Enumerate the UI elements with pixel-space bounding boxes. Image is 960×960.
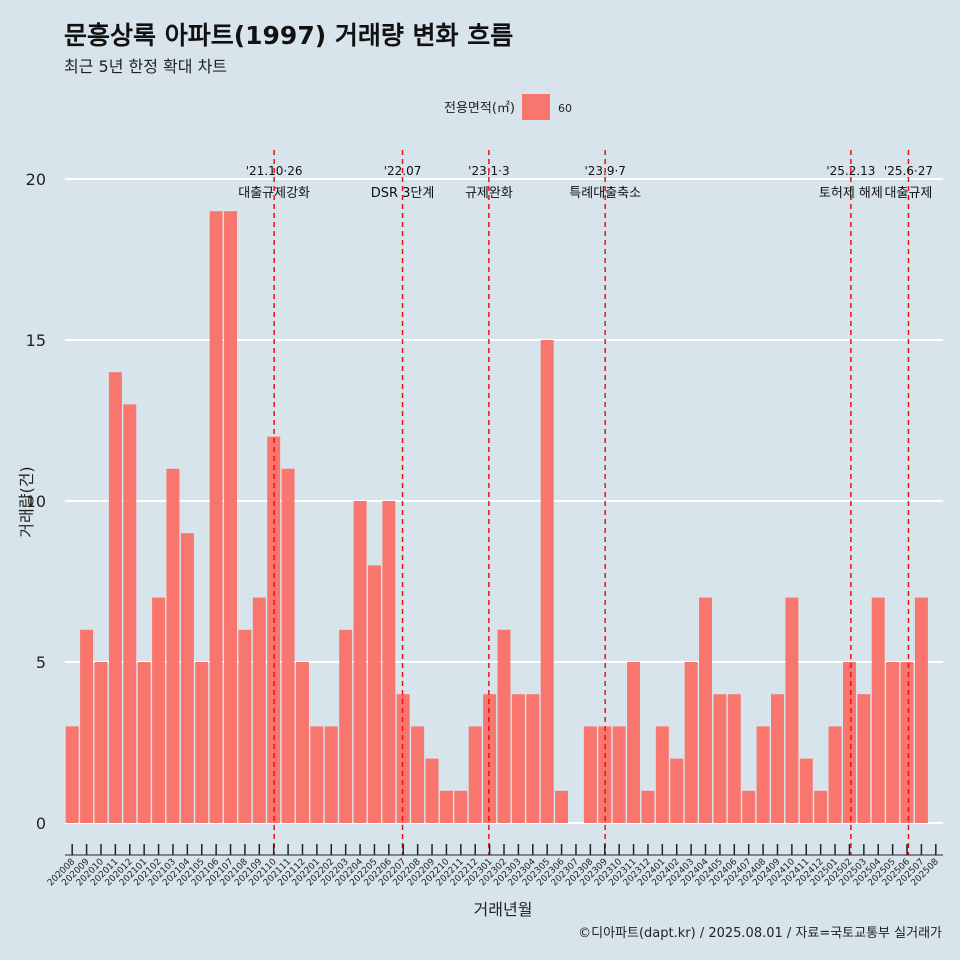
bar — [425, 758, 439, 823]
event-date-label: '23.1·3 — [468, 164, 509, 178]
bar — [857, 694, 871, 823]
bar — [353, 501, 367, 823]
y-tick-label: 5 — [36, 653, 46, 672]
bar — [137, 662, 151, 823]
bar — [727, 694, 741, 823]
bar — [310, 726, 324, 823]
bar — [324, 726, 338, 823]
bar — [785, 597, 799, 823]
bar — [411, 726, 425, 823]
y-tick-label: 10 — [26, 492, 46, 511]
event-date-label: '25.6·27 — [884, 164, 933, 178]
bar — [713, 694, 727, 823]
event-name-label: 대출규제 — [885, 186, 933, 201]
bar — [655, 726, 669, 823]
bar — [770, 694, 784, 823]
legend-swatch — [522, 94, 550, 120]
y-tick-label: 20 — [26, 170, 46, 189]
bar — [238, 629, 252, 823]
chart-title: 문흥상록 아파트(1997) 거래량 변화 흐름 — [64, 21, 514, 50]
event-name-label: 대출규제강화 — [238, 186, 310, 201]
bar — [80, 629, 94, 823]
bar — [497, 629, 511, 823]
bar — [511, 694, 525, 823]
event-date-label: '22.07 — [384, 164, 422, 178]
bar — [842, 662, 856, 823]
bar — [281, 468, 295, 823]
bar — [583, 726, 597, 823]
bar — [65, 726, 79, 823]
bar — [339, 629, 353, 823]
y-tick-label: 15 — [26, 331, 46, 350]
bar — [914, 597, 928, 823]
bar — [799, 758, 813, 823]
bar — [166, 468, 180, 823]
bar — [367, 565, 381, 823]
legend-label: 60 — [558, 102, 572, 115]
event-name-label: DSR 3단계 — [371, 186, 435, 201]
bar — [742, 790, 756, 823]
y-axis-title: 거래량(건) — [17, 466, 36, 537]
bar — [195, 662, 209, 823]
bar — [555, 790, 569, 823]
bar — [756, 726, 770, 823]
bar — [454, 790, 468, 823]
bar — [252, 597, 266, 823]
legend-title: 전용면적(㎡) — [444, 101, 515, 116]
bar — [828, 726, 842, 823]
legend: 전용면적(㎡) 60 — [444, 94, 572, 120]
event-name-label: 토허제 해제 — [819, 186, 883, 201]
policy-event-lines: '21.10·26 대출규제강화 '22.07 DSR 3단계 '23.1·3 규제완화 '… — [238, 150, 933, 855]
bar — [180, 533, 194, 823]
y-axis: 0 5 10 15 20 — [26, 170, 46, 833]
bar — [612, 726, 626, 823]
bar — [900, 662, 914, 823]
bar — [396, 694, 410, 823]
y-tick-label: 0 — [36, 814, 46, 833]
x-axis-title: 거래년월 — [474, 900, 533, 919]
bar — [886, 662, 900, 823]
event-date-label: '25.2.13 — [826, 164, 875, 178]
bar — [684, 662, 698, 823]
chart-subtitle: 최근 5년 한정 확대 차트 — [64, 57, 228, 76]
bar — [871, 597, 885, 823]
bar — [699, 597, 712, 823]
bar — [209, 211, 223, 823]
bar — [468, 726, 482, 823]
bar — [152, 597, 166, 823]
bar — [108, 372, 122, 823]
bars — [65, 211, 928, 823]
bar — [540, 340, 554, 823]
bar — [224, 211, 238, 823]
bar — [94, 662, 108, 823]
bar — [296, 662, 309, 823]
bar — [627, 662, 641, 823]
bar — [526, 694, 540, 823]
bar — [483, 694, 497, 823]
source-caption: ©디아파트(dapt.kr) / 2025.08.01 / 자료=국토교통부 실… — [578, 926, 942, 941]
event-date-label: '23.9·7 — [584, 164, 625, 178]
bar — [670, 758, 684, 823]
event-name-label: 규제완화 — [465, 186, 513, 201]
event-date-label: '21.10·26 — [246, 164, 303, 178]
bar — [439, 790, 453, 823]
bar — [814, 790, 828, 823]
bar — [641, 790, 655, 823]
bar — [382, 501, 396, 823]
event-name-label: 특례대출축소 — [569, 186, 641, 201]
x-axis: 2020082020092020102020112020122021012021… — [46, 844, 943, 888]
bar — [123, 404, 137, 823]
